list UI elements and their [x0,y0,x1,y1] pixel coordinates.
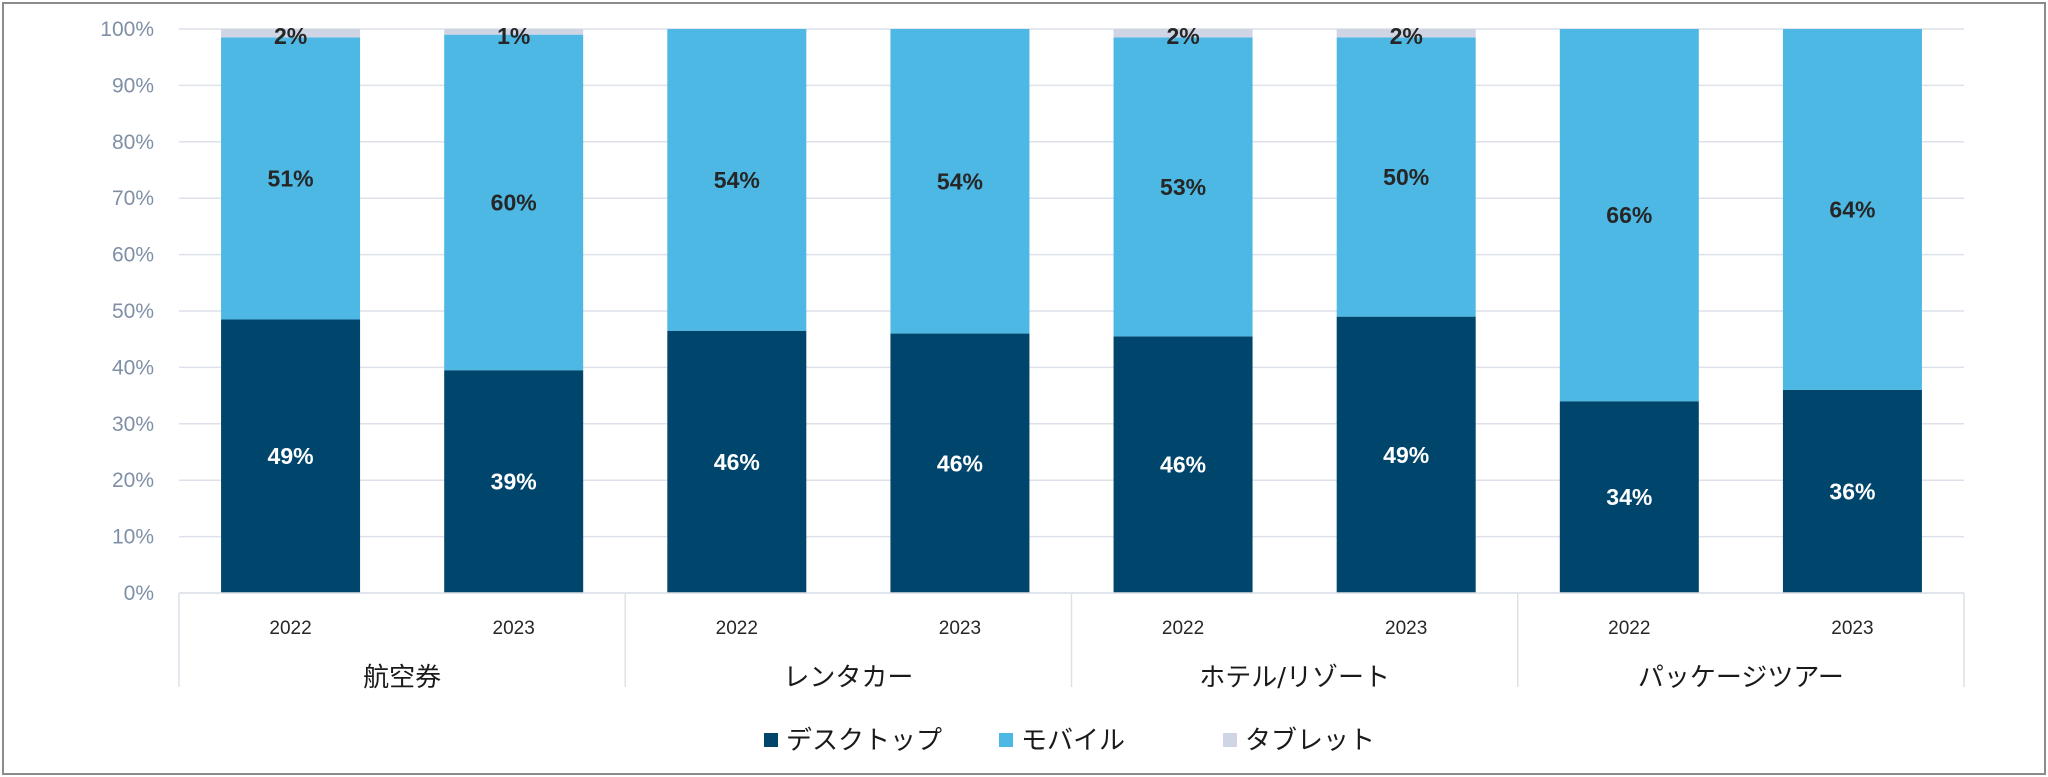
bar-segment [667,29,807,331]
legend-label: タブレット [1245,726,1375,756]
data-label: 2% [274,23,307,49]
legend: デスクトップ モバイル タブレット [764,726,1375,756]
y-tick-label: 100% [100,18,154,41]
data-label: 2% [1166,23,1199,49]
bar-segment [444,29,584,35]
data-label: 39% [491,469,537,495]
bar-segment [667,330,807,593]
data-label: 64% [1829,196,1875,222]
x-tick-label: 2022 [716,618,758,639]
x-tick-label: 2022 [269,618,311,639]
bar-segment [444,34,584,371]
group-label: 航空券 [363,663,441,693]
bar-segment [1782,29,1922,390]
data-label: 46% [937,450,983,476]
legend-swatch [999,733,1013,747]
data-label: 53% [1160,174,1206,200]
bar-segment [1113,37,1253,337]
x-axis: 2022 2023 2022 2023 2022 2023 2022 2023 航空券 レンタカー… [178,592,1965,693]
data-label: 60% [491,189,537,215]
data-label: 54% [714,167,760,193]
group-label: レンタカー [783,663,913,693]
bars [221,29,1922,593]
legend-swatch [764,733,778,747]
x-tick-label: 2022 [1162,618,1204,639]
y-axis: 0% 10% 20% 30% 40% 50% 60% 70% 80% 90% 100% [100,18,154,605]
bar-segment [1113,336,1253,593]
bar-segment [221,319,361,593]
x-tick-label: 2023 [1831,618,1873,639]
y-tick-label: 0% [124,582,154,605]
data-label: 2% [1390,23,1423,49]
bar-segment [1113,29,1253,38]
legend-label: デスクトップ [786,726,942,756]
stacked-bar-chart: 0% 10% 20% 30% 40% 50% 60% 70% 80% 90% 100% 49% 51%… [100,18,1965,756]
x-tick-label: 2023 [1385,618,1427,639]
legend-label: モバイル [1021,726,1125,756]
y-tick-label: 10% [112,526,154,549]
data-label: 66% [1606,202,1652,228]
data-label: 51% [268,165,314,191]
bar-segment [221,29,361,38]
bar-segment [1336,316,1476,593]
x-tick-label: 2023 [493,618,535,639]
y-tick-label: 70% [112,187,154,210]
data-label: 46% [1160,452,1206,478]
bar-segment [890,333,1030,593]
bar-segment [1336,37,1476,317]
y-tick-label: 20% [112,469,154,492]
data-label: 36% [1829,478,1875,504]
y-tick-label: 40% [112,356,154,379]
bar-segment [1336,29,1476,38]
data-label: 34% [1606,484,1652,510]
x-tick-label: 2022 [1608,618,1650,639]
legend-swatch [1223,733,1237,747]
x-tick-label: 2023 [939,618,981,639]
y-tick-label: 80% [112,131,154,154]
data-label: 46% [714,449,760,475]
y-tick-label: 90% [112,74,154,97]
bar-segment [444,370,584,593]
data-label: 50% [1383,164,1429,190]
y-tick-label: 50% [112,300,154,323]
bar-segment [1782,389,1922,593]
data-labels: 49% 51% 2% 39% 60% 1% 46% 54% 46% 54% 46% 53% 2% 49% 5… [268,23,1876,510]
data-label: 49% [268,443,314,469]
bar-segment [221,37,361,320]
data-label: 1% [497,23,530,49]
group-label: パッケージツアー [1638,663,1844,693]
bar-segment [1559,401,1699,593]
data-label: 49% [1383,442,1429,468]
y-tick-label: 60% [112,244,154,267]
y-tick-label: 30% [112,413,154,436]
data-label: 54% [937,168,983,194]
group-label: ホテル/リゾート [1199,663,1390,693]
bar-segment [890,29,1030,334]
bar-segment [1559,29,1699,402]
